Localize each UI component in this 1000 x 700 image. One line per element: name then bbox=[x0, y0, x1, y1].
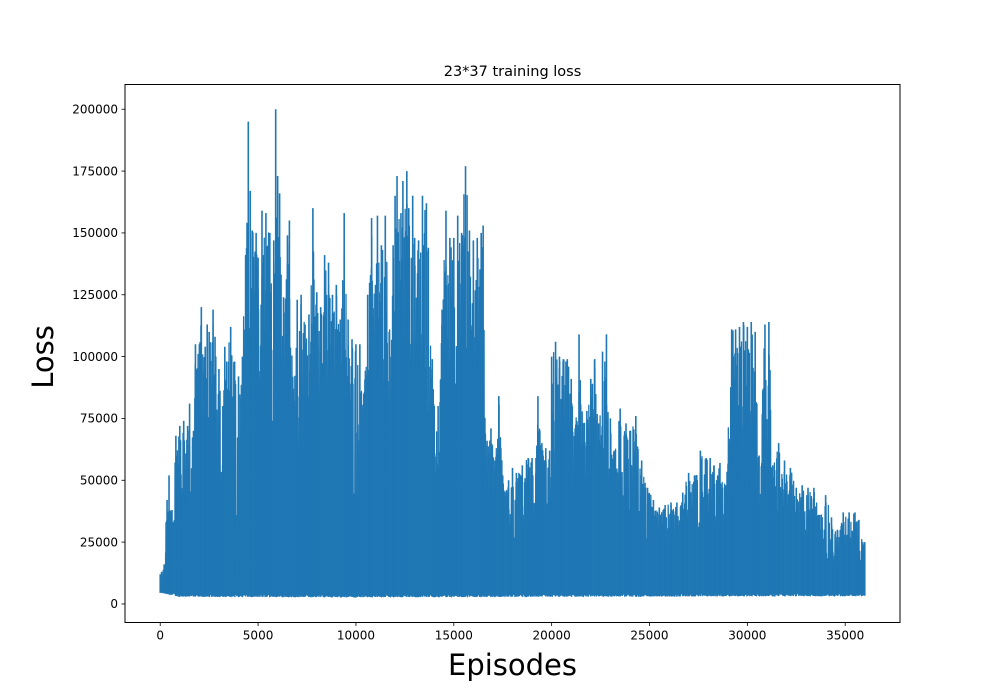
loss-series-peaks bbox=[159, 109, 866, 598]
y-tick-label: 0 bbox=[110, 597, 118, 611]
x-axis-label: Episodes bbox=[448, 648, 577, 682]
x-tick-label: 15000 bbox=[435, 629, 473, 643]
y-axis-ticks: 0 25000 50000 75000 100000 125000 150000 175000… bbox=[72, 103, 125, 611]
x-axis-ticks: 0 5000 10000 15000 20000 25000 30000 35000 bbox=[156, 622, 864, 643]
y-tick-label: 50000 bbox=[80, 474, 118, 488]
y-tick-label: 175000 bbox=[72, 164, 118, 178]
y-tick-label: 25000 bbox=[80, 535, 118, 549]
y-axis-label: Loss bbox=[26, 325, 60, 389]
x-tick-label: 20000 bbox=[533, 629, 571, 643]
x-tick-label: 5000 bbox=[243, 629, 274, 643]
x-tick-label: 30000 bbox=[728, 629, 766, 643]
x-tick-label: 10000 bbox=[337, 629, 375, 643]
y-tick-label: 100000 bbox=[72, 350, 118, 364]
chart-title: 23*37 training loss bbox=[444, 64, 582, 80]
y-tick-label: 150000 bbox=[72, 226, 118, 240]
y-tick-label: 125000 bbox=[72, 288, 118, 302]
x-tick-label: 25000 bbox=[630, 629, 668, 643]
y-tick-label: 75000 bbox=[80, 412, 118, 426]
y-tick-label: 200000 bbox=[72, 103, 118, 117]
axes-frame bbox=[124, 84, 901, 623]
x-tick-label: 0 bbox=[156, 629, 164, 643]
x-tick-label: 35000 bbox=[826, 629, 864, 643]
plot-area bbox=[159, 109, 866, 598]
